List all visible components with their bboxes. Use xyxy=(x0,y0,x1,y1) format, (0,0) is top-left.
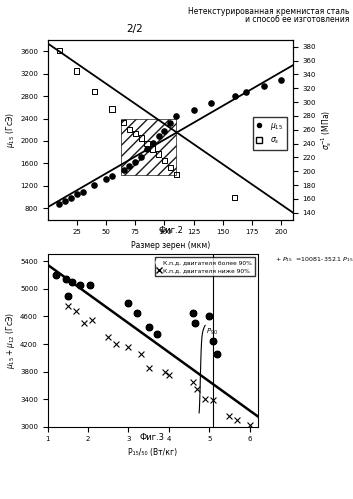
Point xyxy=(168,164,173,172)
Point xyxy=(138,134,144,142)
Text: и способ ее изготовления: и способ ее изготовления xyxy=(245,15,349,24)
Point xyxy=(89,316,95,324)
Point xyxy=(65,302,71,310)
Point xyxy=(173,112,179,120)
Text: Фиг.2: Фиг.2 xyxy=(159,226,184,235)
Point xyxy=(207,312,212,320)
Point xyxy=(166,371,172,379)
Point xyxy=(156,133,161,141)
Text: + $P_{15}$  =10081-352.1 $P_{15/50}$: + $P_{15}$ =10081-352.1 $P_{15/50}$ xyxy=(275,255,353,263)
Point xyxy=(191,106,197,114)
Point xyxy=(132,158,138,166)
Text: Фиг.3: Фиг.3 xyxy=(139,433,164,442)
Point xyxy=(109,172,115,180)
Point xyxy=(279,76,284,84)
Point xyxy=(146,364,151,372)
Point xyxy=(69,278,75,286)
Point xyxy=(210,397,216,405)
Point xyxy=(190,378,196,386)
Point xyxy=(168,119,173,127)
Point xyxy=(261,82,267,90)
Point xyxy=(80,188,85,196)
Point xyxy=(91,181,97,189)
Point xyxy=(232,194,238,202)
Point xyxy=(106,333,111,341)
Point xyxy=(162,127,167,135)
Point xyxy=(190,309,196,317)
Point xyxy=(232,92,238,100)
Point xyxy=(247,421,252,429)
Point xyxy=(62,197,68,205)
Point xyxy=(235,416,240,424)
Point xyxy=(68,194,74,202)
Point xyxy=(127,162,132,170)
Point xyxy=(208,99,214,107)
Legend: $\mu_{15}$, $\sigma_s$: $\mu_{15}$, $\sigma_s$ xyxy=(253,117,287,150)
X-axis label: P₁₅/₅₀ (Вт/кг): P₁₅/₅₀ (Вт/кг) xyxy=(128,448,177,457)
Point xyxy=(121,166,126,174)
Point xyxy=(227,412,232,420)
Point xyxy=(65,292,71,300)
Point xyxy=(134,309,139,317)
Point xyxy=(146,323,151,331)
Point xyxy=(144,145,150,153)
Point xyxy=(126,299,131,307)
Point xyxy=(63,274,68,282)
Point xyxy=(132,129,138,137)
Point xyxy=(56,201,62,209)
Text: Нетекстурированная кремнистая сталь: Нетекстурированная кремнистая сталь xyxy=(188,7,349,16)
Text: 2/2: 2/2 xyxy=(126,24,143,34)
Point xyxy=(77,281,83,289)
Text: $P_{90}$: $P_{90}$ xyxy=(206,326,218,337)
Point xyxy=(162,368,168,376)
Point xyxy=(138,350,143,358)
Point xyxy=(53,271,59,279)
Point xyxy=(87,281,93,289)
Point xyxy=(156,150,161,158)
Point xyxy=(74,190,80,198)
Point xyxy=(192,319,198,327)
Point xyxy=(81,319,87,327)
Point xyxy=(154,330,160,338)
Point xyxy=(194,385,200,393)
Point xyxy=(210,336,216,344)
Point xyxy=(73,307,79,315)
Legend: К.п.д. двигателя более 90%, К.п.д. двигателя ниже 90%: К.п.д. двигателя более 90%, К.п.д. двига… xyxy=(155,257,255,275)
Point xyxy=(173,171,179,179)
Point xyxy=(121,119,126,127)
Point xyxy=(244,88,249,96)
Point xyxy=(126,343,131,351)
Point xyxy=(150,145,156,153)
Y-axis label: $\sigma_s^{-1}$ (МПа): $\sigma_s^{-1}$ (МПа) xyxy=(319,110,334,150)
Point xyxy=(144,140,150,148)
Bar xyxy=(121,119,176,175)
Point xyxy=(56,46,62,54)
Point xyxy=(74,67,80,75)
Point xyxy=(109,105,115,113)
Point xyxy=(202,395,208,403)
Point xyxy=(150,139,156,147)
Point xyxy=(215,350,220,358)
Point xyxy=(138,153,144,161)
Point xyxy=(127,126,132,134)
Y-axis label: $\mu_{15}+\mu_{12}$ (ГсЭ): $\mu_{15}+\mu_{12}$ (ГсЭ) xyxy=(4,312,17,369)
X-axis label: Размер зерен (мкм): Размер зерен (мкм) xyxy=(131,241,210,250)
Point xyxy=(162,157,167,165)
Y-axis label: $\mu_{15}$ (ГсЭ): $\mu_{15}$ (ГсЭ) xyxy=(4,112,17,148)
Point xyxy=(91,88,97,96)
Point xyxy=(114,340,119,348)
Point xyxy=(103,175,109,183)
